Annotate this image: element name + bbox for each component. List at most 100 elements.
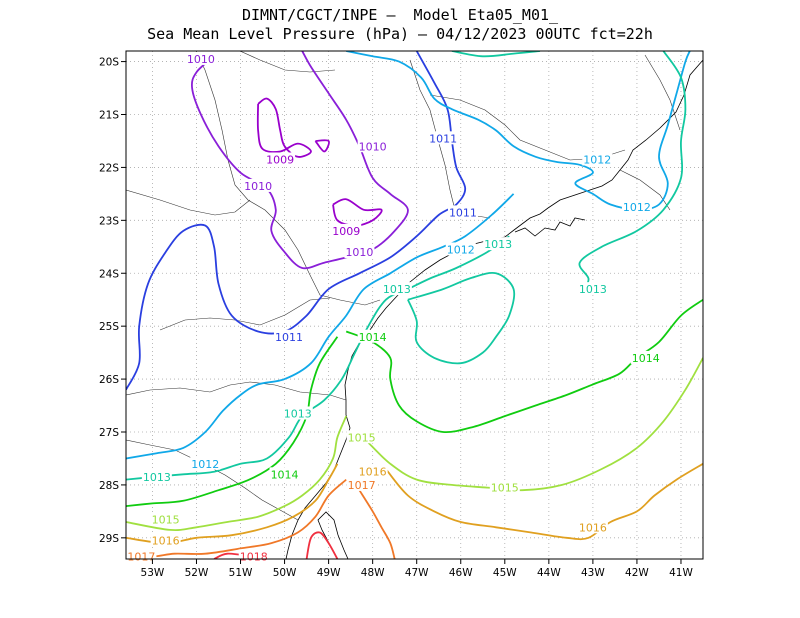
x-tick-label: 52W xyxy=(185,567,209,579)
isobar-label: 1016 xyxy=(359,466,387,479)
isobar-label: 1013 xyxy=(284,407,312,420)
isobar-label-bg xyxy=(344,245,375,259)
isobar-label-bg xyxy=(185,51,216,65)
isobar-1009 xyxy=(332,198,383,227)
isobar-label: 1013 xyxy=(579,283,607,296)
isobar-label: 1013 xyxy=(484,238,512,251)
isobar-label-bg xyxy=(447,205,478,219)
isobar-label: 1010 xyxy=(244,180,272,193)
isobar-label: 1011 xyxy=(275,331,303,344)
isobar-label: 1014 xyxy=(271,468,299,481)
isobar-label-bg xyxy=(346,477,377,491)
isobar-label-bg xyxy=(489,480,520,494)
isobar-label-bg xyxy=(141,469,172,483)
isobar-label-bg xyxy=(190,456,221,470)
isobar-label-bg xyxy=(577,282,608,296)
isobar-label: 1013 xyxy=(383,283,411,296)
isobar-label: 1011 xyxy=(429,132,457,145)
y-tick-label: 23S xyxy=(99,215,119,227)
isobar-label-bg xyxy=(428,131,459,145)
isobar-label-bg xyxy=(357,464,388,478)
isobar-1016 xyxy=(385,463,703,541)
isobar-label-bg xyxy=(265,152,296,166)
isobar-label: 1009 xyxy=(266,153,294,166)
isobar-label-bg xyxy=(445,242,476,256)
x-tick-label: 41W xyxy=(669,567,693,579)
isobar-1017 xyxy=(358,489,396,559)
isobar-label: 1012 xyxy=(447,243,475,256)
isobar-label: 1015 xyxy=(152,513,180,526)
isobar-label: 1010 xyxy=(345,246,373,259)
y-tick-label: 20S xyxy=(99,57,119,69)
y-tick-label: 21S xyxy=(99,110,119,122)
x-tick-label: 48W xyxy=(361,567,385,579)
x-tick-label: 53W xyxy=(141,567,165,579)
isobar-label: 1009 xyxy=(332,225,360,238)
y-tick-label: 25S xyxy=(99,321,119,333)
isobar-label-bg xyxy=(150,533,181,547)
isobar-label: 1013 xyxy=(143,471,171,484)
coastline-path xyxy=(285,59,703,559)
isobar-label: 1014 xyxy=(359,331,387,344)
x-tick-label: 49W xyxy=(317,567,341,579)
isobar-1009 xyxy=(314,139,330,153)
isobar-1013 xyxy=(407,272,516,365)
coastline xyxy=(285,59,703,559)
isobar-1011 xyxy=(126,51,467,391)
isobar-label-bg xyxy=(269,467,300,481)
y-axis-ticks: 20S 21S 22S 23S 24S 25S 26S 27S 28S 29S xyxy=(99,57,126,545)
isobar-label: 1010 xyxy=(187,53,215,66)
isobar-label: 1011 xyxy=(449,206,477,219)
isobar-labels: 1010 1009 1010 1011 1010 1009 1011 1010 1012 1013… xyxy=(126,51,661,563)
isobar-1015 xyxy=(126,415,348,531)
isobar-1014 xyxy=(126,336,339,507)
isobar-label: 1017 xyxy=(127,550,155,563)
isobar-label-bg xyxy=(582,152,613,166)
isobar-1014 xyxy=(345,298,703,434)
x-tick-label: 44W xyxy=(537,567,561,579)
isobar-label: 1016 xyxy=(579,521,607,534)
isobar-1018 xyxy=(305,531,339,559)
x-tick-label: 46W xyxy=(449,567,473,579)
isobar-label-bg xyxy=(331,223,362,237)
isobar-label-bg xyxy=(483,237,514,251)
y-tick-label: 28S xyxy=(99,480,119,492)
isobar-label-bg xyxy=(282,406,313,420)
isobar-1010 xyxy=(191,51,409,270)
isobar-label-bg xyxy=(357,329,388,343)
border-path xyxy=(126,51,681,521)
isobar-1017 xyxy=(126,478,347,558)
isobar-label-bg xyxy=(577,520,608,534)
x-axis-ticks: 53W 52W 51W 50W 49W 48W 47W 46W 45W 44W 43W 42W 41W xyxy=(141,559,693,579)
chart-title: DIMNT/CGCT/INPE – Model Eta05_M01_ xyxy=(241,6,559,24)
isobar-label: 1015 xyxy=(491,482,519,495)
isobar-label: 1012 xyxy=(623,201,651,214)
isobar-label: 1016 xyxy=(152,534,180,547)
isobar-label: 1012 xyxy=(191,458,219,471)
x-tick-label: 45W xyxy=(493,567,517,579)
isobar-label: 1014 xyxy=(632,352,660,365)
plot-frame xyxy=(125,50,704,560)
y-tick-label: 27S xyxy=(99,427,119,439)
isobar-label: 1018 xyxy=(240,550,268,563)
state-borders xyxy=(126,51,681,521)
isobar-label: 1015 xyxy=(348,431,376,444)
isobar-label: 1017 xyxy=(348,479,376,492)
isobar-1013 xyxy=(451,51,541,58)
x-tick-label: 47W xyxy=(405,567,429,579)
y-tick-label: 24S xyxy=(99,268,119,280)
isobar-1012 xyxy=(126,193,515,460)
x-tick-label: 51W xyxy=(229,567,253,579)
isobar-label-bg xyxy=(150,512,181,526)
isobar-label-bg xyxy=(621,200,652,214)
isobar-1012 xyxy=(346,51,691,211)
isobar-1015 xyxy=(367,357,703,492)
y-tick-label: 26S xyxy=(99,374,119,386)
isobar-label-bg xyxy=(243,178,274,192)
isobar-label-bg xyxy=(630,350,661,364)
isobar-label-bg xyxy=(357,139,388,153)
x-tick-label: 43W xyxy=(581,567,605,579)
coastline-bay xyxy=(317,217,586,559)
y-tick-label: 22S xyxy=(99,162,119,174)
